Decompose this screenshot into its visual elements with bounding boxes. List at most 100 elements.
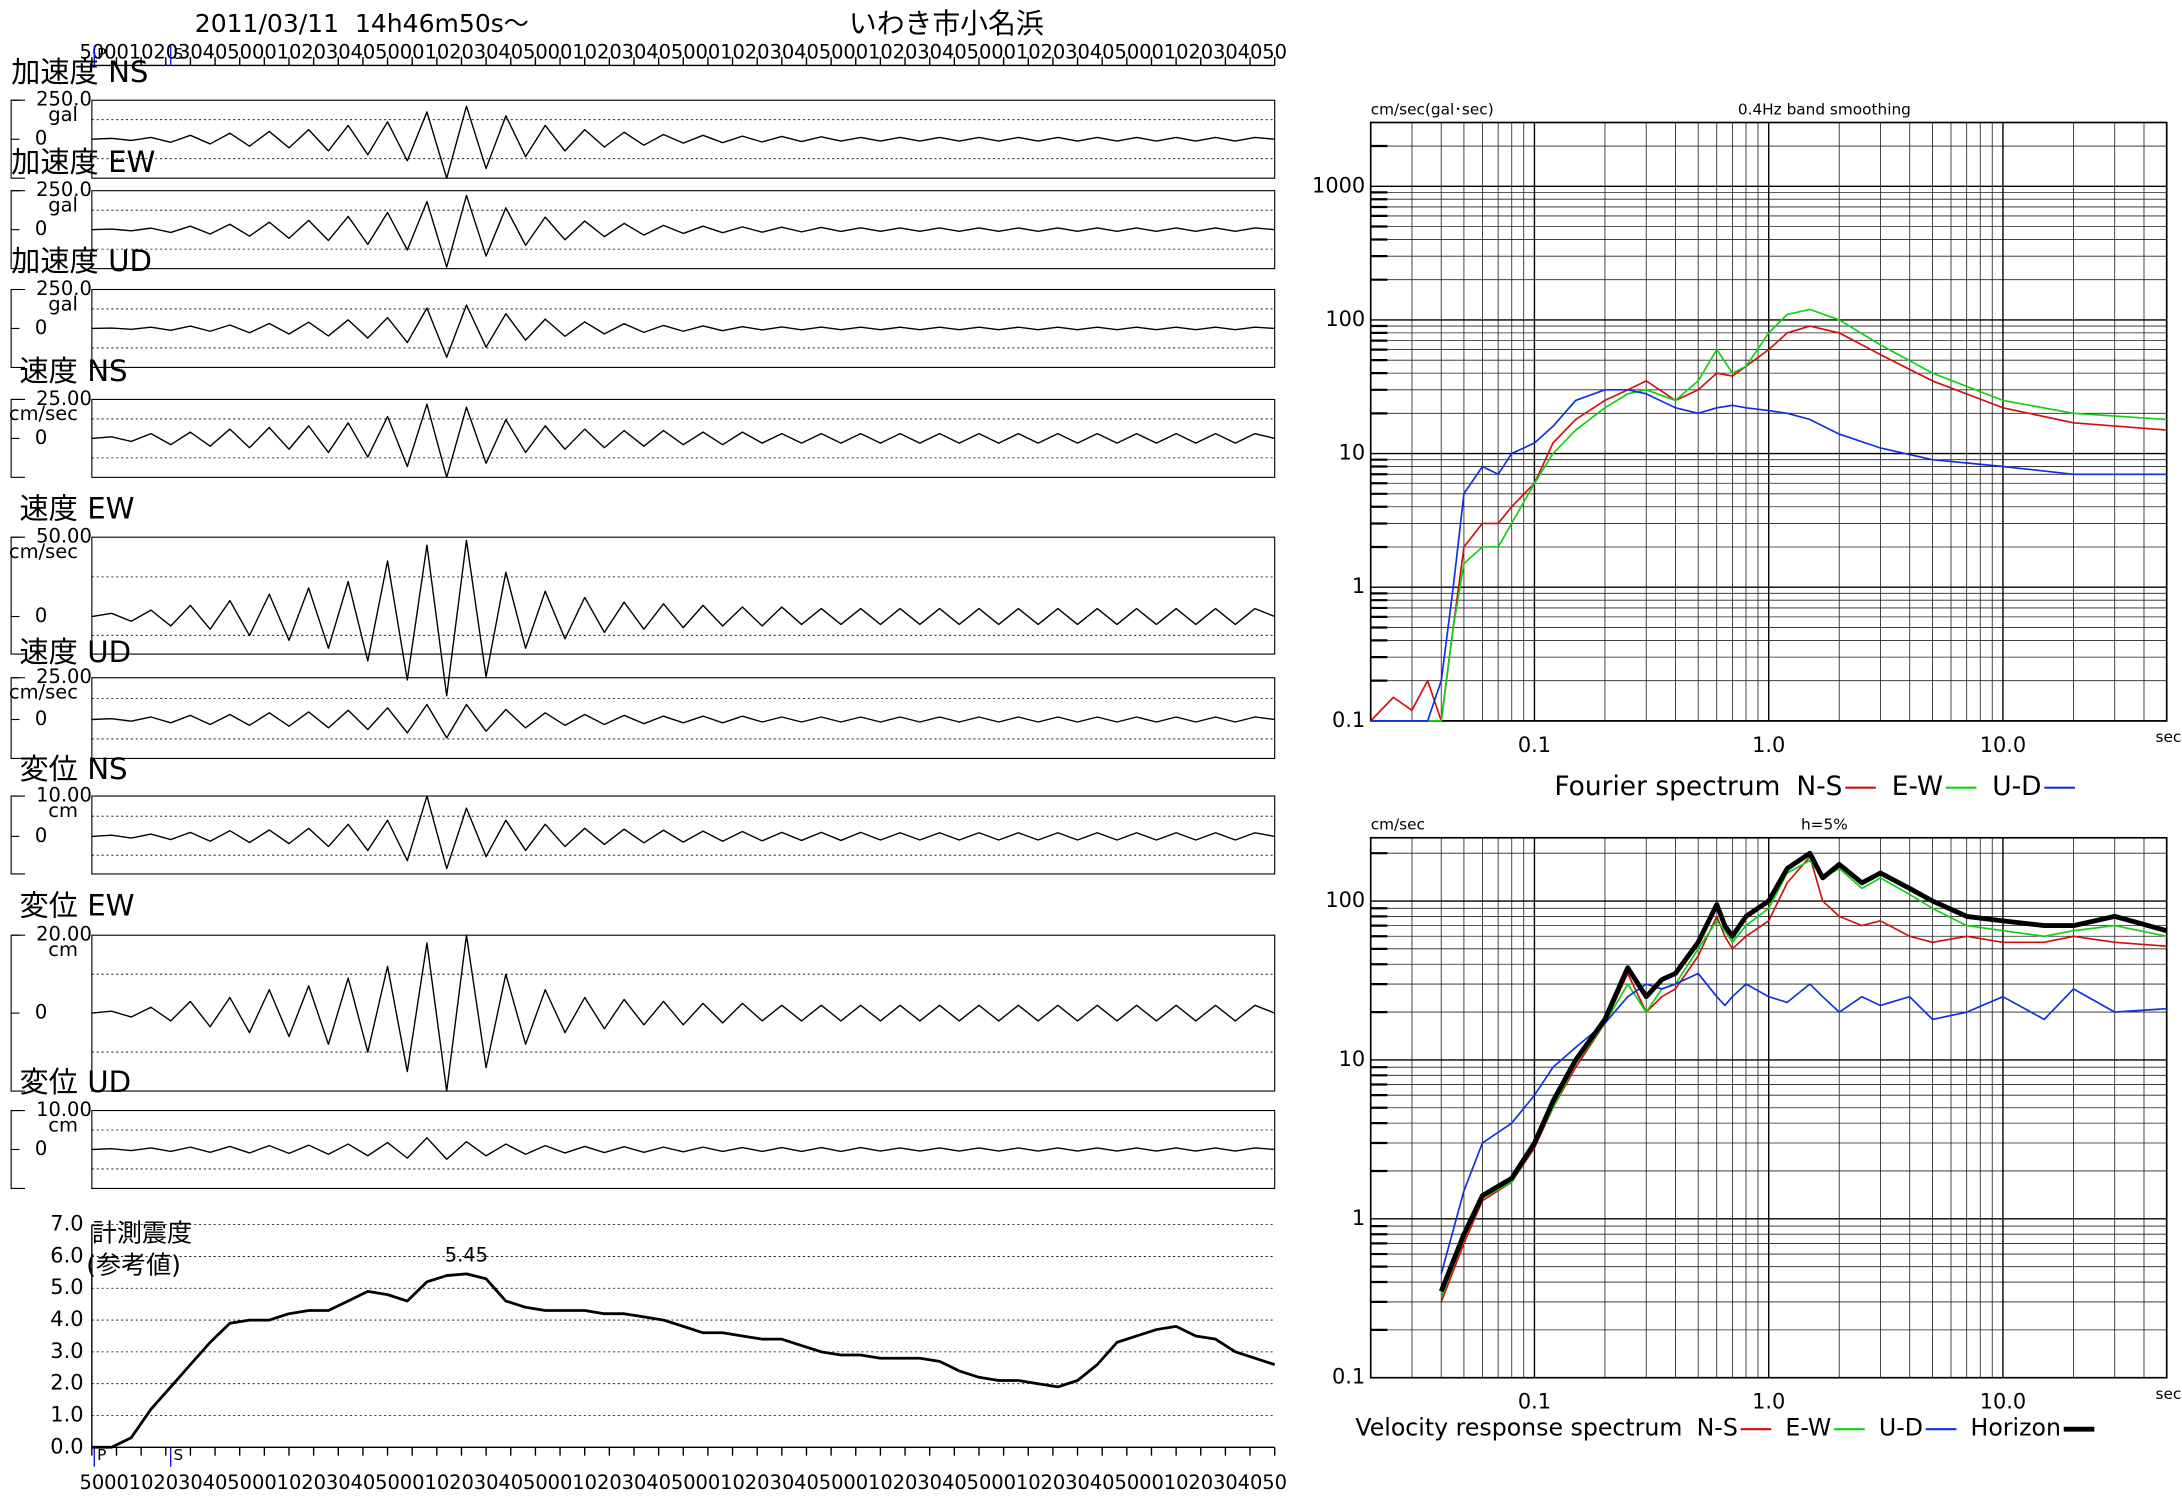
trace-unit: gal (48, 292, 78, 315)
y-tick-label: 10.00 (36, 784, 92, 807)
legend-label: Horizon (1971, 1414, 2061, 1442)
trace-name: 速度 EW (19, 492, 134, 526)
x-tick-label: 50 (1114, 40, 1139, 63)
x-tick-label: 10 (277, 1471, 302, 1494)
x-tick-label: 20 (597, 40, 622, 63)
waveform-trace (91, 703, 1275, 739)
y-tick-label: 25.00 (36, 665, 92, 688)
spectrum-line (1438, 850, 2168, 1293)
x-tick-label: 20 (745, 40, 770, 63)
waveform-trace (91, 539, 1275, 697)
y-tick-label: 0.1 (1332, 1365, 1365, 1389)
x-tick-label: 20 (1041, 1471, 1066, 1494)
x-tick-label: 40 (942, 40, 967, 63)
x-tick-label: 00 (1139, 40, 1164, 63)
x-tick-label: 50 (1114, 1471, 1139, 1494)
y-tick-label: 0 (35, 824, 47, 847)
x-tick-label: 00 (252, 1471, 277, 1494)
x-tick-label: 50 (523, 40, 548, 63)
y-tick-label: 3.0 (50, 1339, 83, 1363)
x-tick-label: 10 (1164, 40, 1189, 63)
x-tick-label: 30 (622, 40, 647, 63)
trace-name: 変位 EW (19, 888, 134, 922)
x-tick-label: 30 (326, 1471, 351, 1494)
trace-bracket (10, 795, 26, 875)
x-tick-label: 40 (794, 1471, 819, 1494)
x-tick-label: 00 (400, 1471, 425, 1494)
x-tick-label: 40 (351, 1471, 376, 1494)
x-tick-label: 30 (917, 1471, 942, 1494)
x-tick-label: 20 (301, 40, 326, 63)
x-tick-label: 00 (843, 40, 868, 63)
x-tick-label: 40 (646, 1471, 671, 1494)
legend-label: E-W (1785, 1414, 1831, 1442)
waveform-trace (91, 1137, 1275, 1160)
x-axis-label: sec (2156, 1385, 2182, 1403)
x-tick-label: 0.1 (1518, 733, 1551, 757)
y-tick-label: 10.00 (36, 1098, 92, 1121)
x-tick-label: 50 (523, 1471, 548, 1494)
x-tick-label: 50 (79, 40, 104, 63)
y-tick-label: 4.0 (50, 1307, 83, 1331)
x-tick-label: 10 (868, 40, 893, 63)
phase-label: P (97, 1446, 106, 1464)
trace-unit: cm (48, 938, 78, 961)
waveform-trace (91, 105, 1275, 179)
phase-label: S (173, 45, 183, 63)
peak-label: 5.45 (445, 1243, 488, 1266)
x-tick-label: 20 (1188, 40, 1213, 63)
legend-label: E-W (1892, 771, 1943, 802)
x-tick-label: 00 (991, 40, 1016, 63)
y-tick-label: 2.0 (50, 1371, 83, 1395)
x-tick-label: 40 (1238, 40, 1263, 63)
legend-label: U-D (1879, 1414, 1923, 1442)
x-tick-label: 20 (1188, 1471, 1213, 1494)
trace-unit: gal (48, 103, 78, 126)
y-tick-label: 0.0 (50, 1434, 83, 1458)
x-tick-label: 40 (203, 1471, 228, 1494)
trace-unit: cm/sec (9, 681, 78, 704)
y-tick-label: 0.1 (1332, 708, 1365, 732)
x-tick-label: 50 (227, 40, 252, 63)
y-tick-label: 0 (35, 217, 47, 240)
y-tick-label: 0 (35, 426, 47, 449)
trace-name: 加速度 NS (11, 55, 148, 89)
y-tick-label: 250.0 (36, 277, 92, 300)
x-tick-label: 30 (769, 1471, 794, 1494)
x-tick-label: 0.1 (1518, 1390, 1551, 1414)
legend-label: N-S (1697, 1414, 1738, 1442)
y-tick-label: 50.00 (36, 525, 92, 548)
chart-title: 2011/03/11 14h46m50s〜 (195, 9, 529, 38)
y-axis-label: cm/sec (1371, 816, 1425, 834)
y-tick-label: 0 (35, 316, 47, 339)
x-tick-label: 10 (868, 1471, 893, 1494)
x-tick-label: 30 (474, 1471, 499, 1494)
trace-frame (91, 1109, 1276, 1190)
x-tick-label: 50 (671, 1471, 696, 1494)
legend-label: N-S (1796, 771, 1842, 802)
y-tick-label: 7.0 (50, 1212, 83, 1236)
x-tick-label: 00 (104, 40, 129, 63)
x-tick-label: 30 (178, 1471, 203, 1494)
x-tick-label: 10 (572, 1471, 597, 1494)
x-tick-label: 50 (375, 1471, 400, 1494)
x-tick-label: 00 (696, 40, 721, 63)
y-tick-label: 1 (1352, 1206, 1365, 1230)
x-tick-label: 00 (104, 1471, 129, 1494)
trace-name: 変位 UD (19, 1065, 131, 1099)
y-tick-label: 0 (35, 604, 47, 627)
x-tick-label: 30 (769, 40, 794, 63)
trace-unit: cm/sec (9, 540, 78, 563)
x-tick-label: 30 (178, 40, 203, 63)
x-tick-label: 50 (967, 40, 992, 63)
x-tick-label: 30 (474, 40, 499, 63)
x-tick-label: 40 (1090, 40, 1115, 63)
y-tick-label: 0 (35, 1001, 47, 1024)
phase-label: S (173, 1446, 183, 1464)
panel-subtitle: (参考値) (86, 1250, 181, 1279)
x-tick-label: 30 (622, 1471, 647, 1494)
x-tick-label: 20 (1041, 40, 1066, 63)
x-tick-label: 10 (129, 1471, 154, 1494)
x-tick-label: 30 (1213, 1471, 1238, 1494)
